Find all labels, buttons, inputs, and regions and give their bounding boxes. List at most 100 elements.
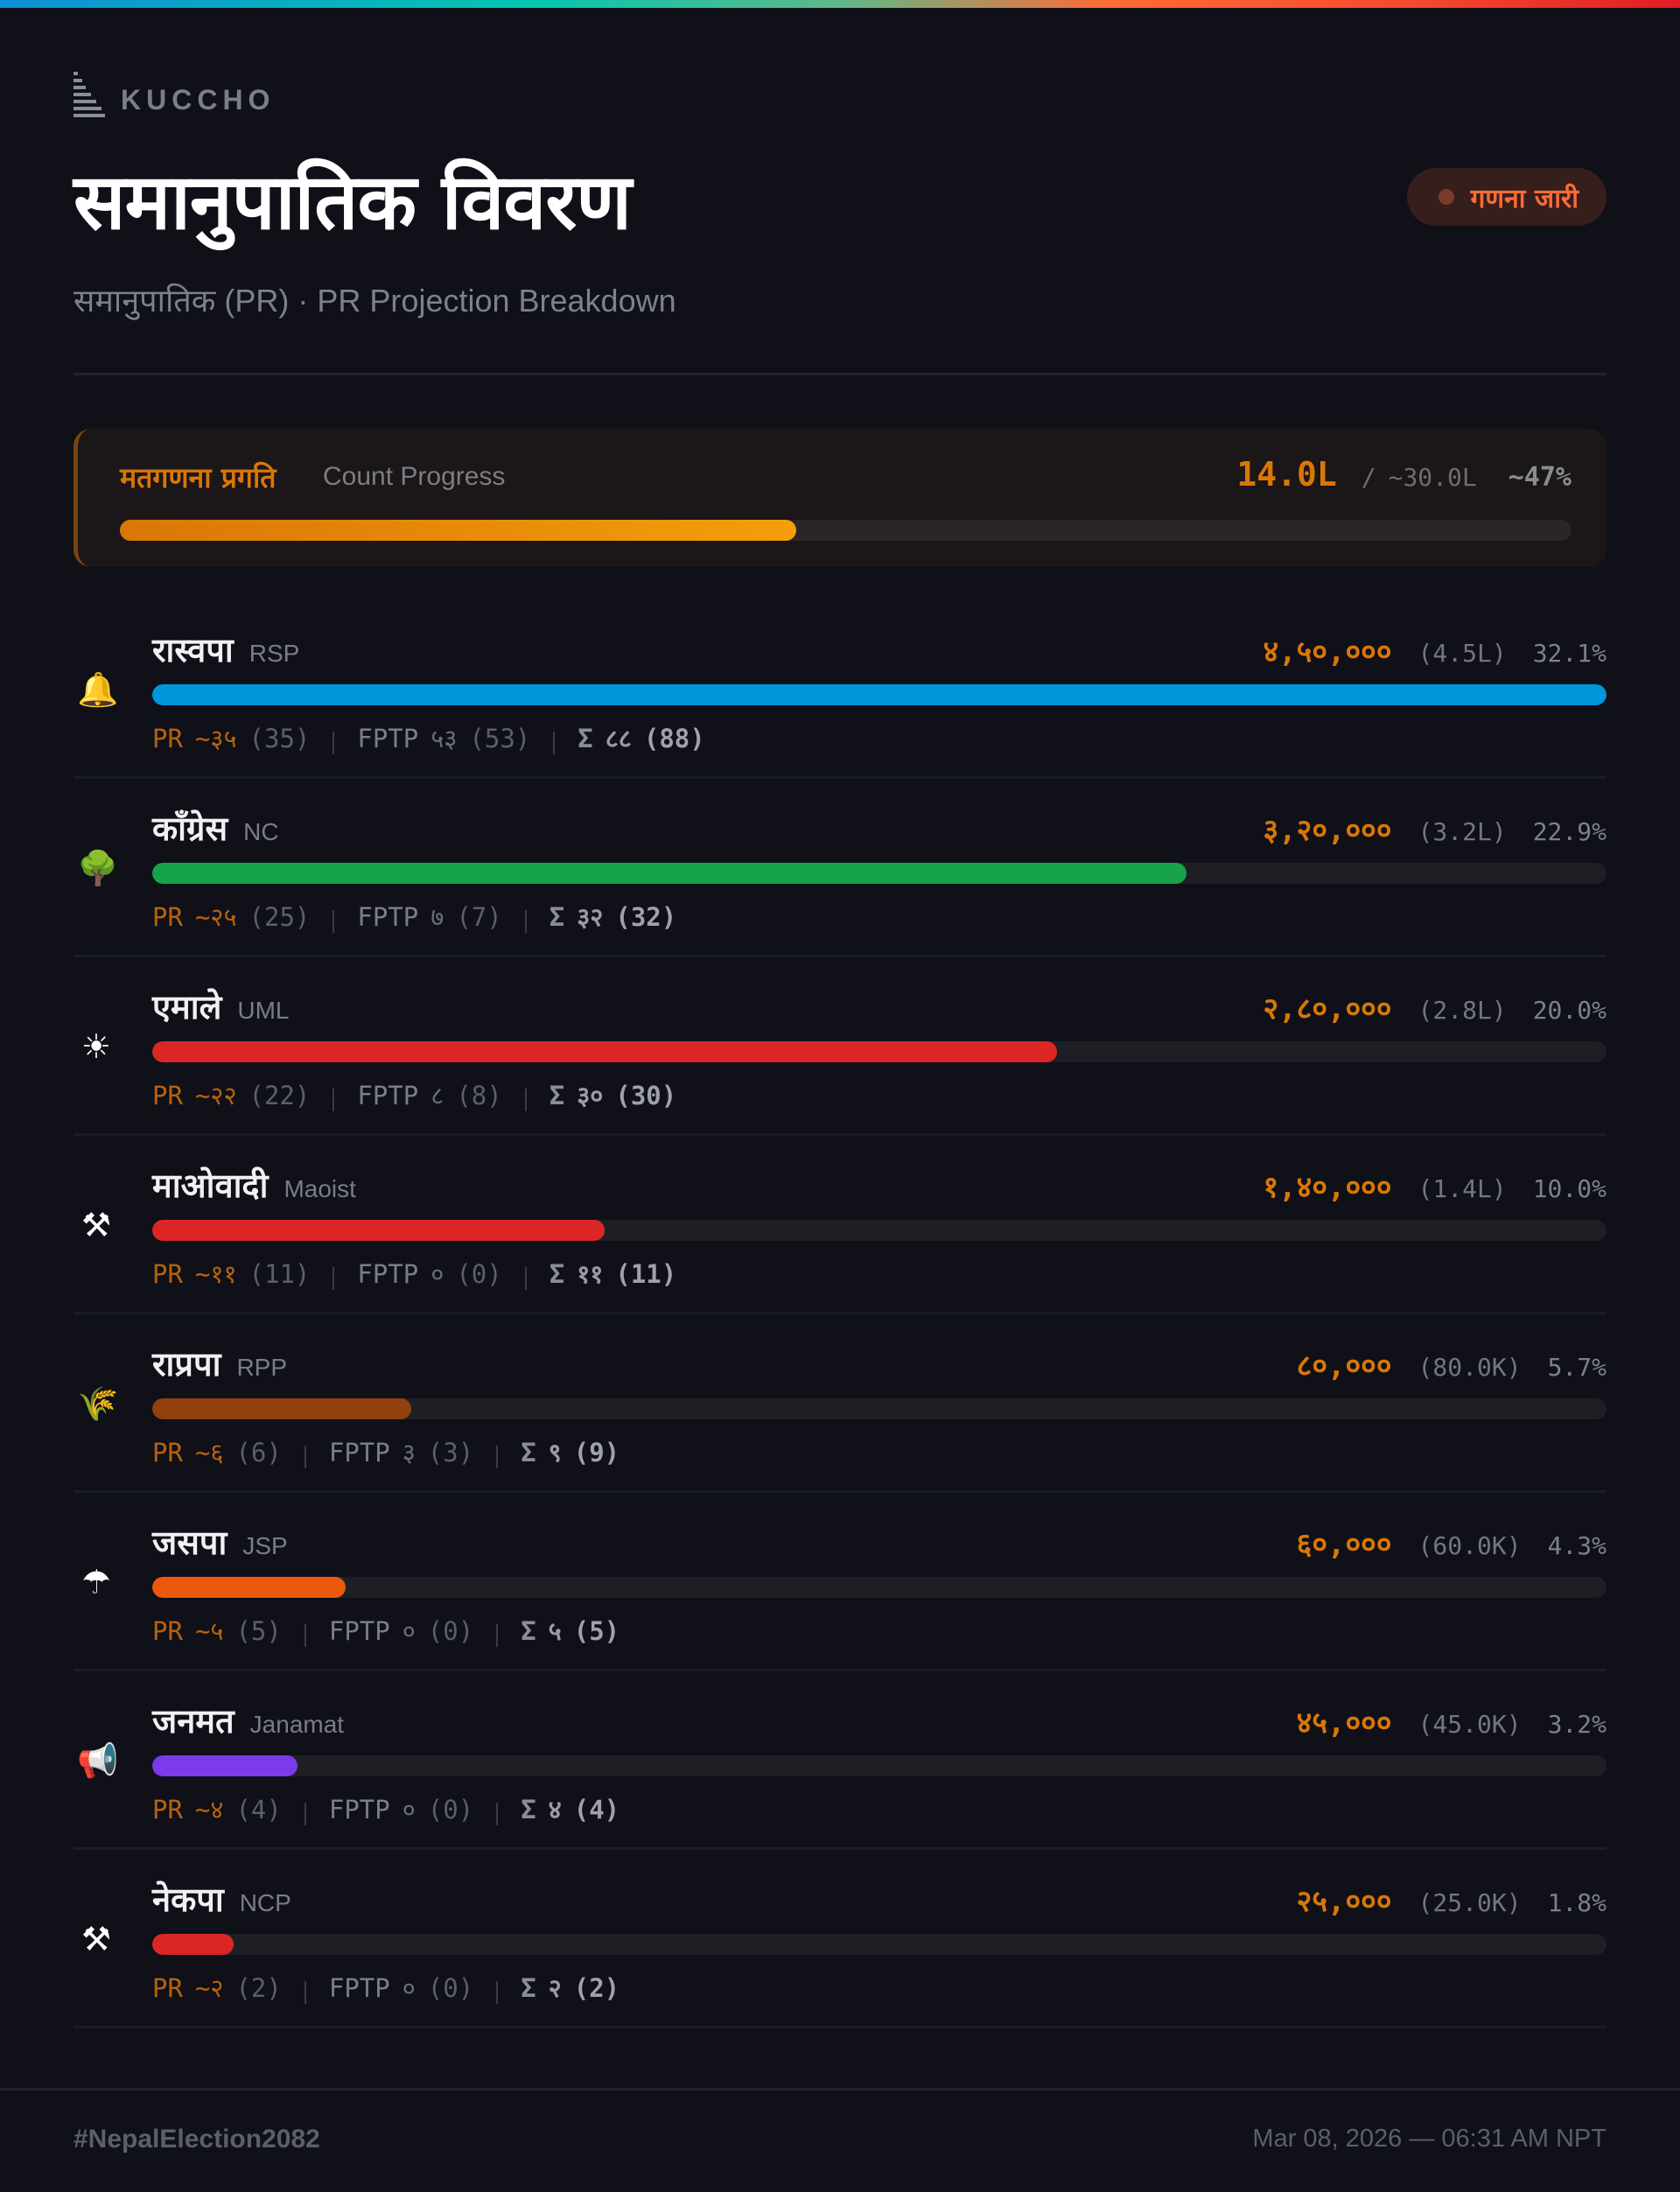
seat-breakdown: PR ~२२ (22) FPTP ८ (8) Σ ३० (30) <box>152 1078 676 1112</box>
pr-seats-np: ~११ <box>194 1259 237 1289</box>
vote-bar-fill <box>152 1220 605 1241</box>
separator <box>332 1266 335 1290</box>
votes-short: (4.5L) <box>1418 639 1507 668</box>
party-row-uml: ☀ एमाले UML २,८०,००० (2.8L) 20.0% PR ~२२… <box>74 957 1606 1136</box>
seat-breakdown: PR ~२५ (25) FPTP ७ (7) Σ ३२ (32) <box>152 900 676 934</box>
sum-icon: Σ <box>521 1437 536 1467</box>
votes-np: ४५,००० <box>1296 1705 1392 1740</box>
pr-label: PR <box>152 1615 183 1646</box>
vote-bar-fill <box>152 1577 346 1598</box>
vote-share-percent: 4.3% <box>1547 1531 1606 1560</box>
megaphone-icon: 📢 <box>77 1741 119 1780</box>
pr-seats: (5) <box>235 1615 282 1646</box>
brand: KUCCHO <box>74 72 275 117</box>
total-seats-np: ११ <box>577 1259 604 1289</box>
sum-icon: Σ <box>521 1615 536 1646</box>
fptp-label: FPTP <box>357 1258 419 1289</box>
party-name: एमाले UML <box>152 984 289 1029</box>
separator <box>332 1088 335 1111</box>
total-seats-np: ३० <box>577 1081 604 1110</box>
party-row-jsp: ☂ जसपा JSP ६०,००० (60.0K) 4.3% PR ~५ (5)… <box>74 1493 1606 1671</box>
total-seats: (88) <box>643 723 705 753</box>
pr-seats-np: ~६ <box>194 1438 224 1467</box>
separator <box>332 731 335 754</box>
fptp-seats: (0) <box>427 1794 474 1824</box>
top-gradient-stripe <box>0 0 1680 8</box>
total-seats-np: ४ <box>548 1795 562 1824</box>
party-votes: ६०,००० (60.0K) 4.3% <box>1297 1523 1606 1563</box>
pr-label: PR <box>152 901 183 932</box>
vote-share-percent: 20.0% <box>1532 996 1606 1025</box>
total-seats-np: ३२ <box>577 902 604 932</box>
rice-plant-icon: 🌾 <box>77 1384 119 1423</box>
vote-bar-track <box>152 1577 1606 1598</box>
page-subtitle: समानुपातिक (PR) · PR Projection Breakdow… <box>74 283 676 319</box>
vote-share-percent: 1.8% <box>1547 1888 1606 1917</box>
bell-icon: 🔔 <box>77 670 119 709</box>
sum-icon: Σ <box>521 1794 536 1824</box>
pr-seats-np: ~२ <box>194 1973 224 2003</box>
party-name: काँग्रेस NC <box>152 805 279 851</box>
pr-label: PR <box>152 1794 183 1824</box>
progress-values: 14.0L / ~30.0L ~47% <box>1236 455 1572 494</box>
hammer-pick-icon: ⚒ <box>80 1920 112 1958</box>
total-seats: (30) <box>615 1080 677 1110</box>
sum-icon: Σ <box>549 1080 565 1110</box>
vote-share-percent: 3.2% <box>1547 1710 1606 1739</box>
votes-short: (60.0K) <box>1418 1531 1522 1560</box>
fptp-seats: (0) <box>427 1972 474 2003</box>
page-title: समानुपातिक विवरण <box>74 157 632 247</box>
fptp-label: FPTP <box>357 901 419 932</box>
separator <box>496 1802 499 1825</box>
vote-bar-fill <box>152 1934 234 1955</box>
party-votes: २,८०,००० (2.8L) 20.0% <box>1264 987 1606 1027</box>
fptp-seats-np: ० <box>402 1795 416 1824</box>
votes-short: (2.8L) <box>1418 996 1507 1025</box>
party-votes: २५,००० (25.0K) 1.8% <box>1297 1880 1606 1920</box>
umbrella-icon: ☂ <box>80 1563 112 1601</box>
fptp-seats-np: ३ <box>402 1438 416 1467</box>
party-name-en: RSP <box>248 640 300 667</box>
pr-seats-np: ~२२ <box>194 1081 237 1110</box>
separator <box>304 1980 306 2004</box>
party-list: 🔔 रास्वपा RSP ४,५०,००० (4.5L) 32.1% PR ~… <box>74 600 1606 2028</box>
party-row-janamat: 📢 जनमत Janamat ४५,००० (45.0K) 3.2% PR ~४… <box>74 1671 1606 1850</box>
pr-seats-np: ~५ <box>194 1616 224 1646</box>
vote-bar-fill <box>152 1755 298 1776</box>
total-seats-np: २ <box>548 1973 562 2003</box>
party-row-rpp: 🌾 राप्रपा RPP ८०,००० (80.0K) 5.7% PR ~६ … <box>74 1314 1606 1493</box>
pr-seats: (22) <box>248 1080 311 1110</box>
footer-timestamp: Mar 08, 2026 — 06:31 AM NPT <box>1252 2125 1606 2153</box>
party-votes: ८०,००० (80.0K) 5.7% <box>1297 1344 1606 1384</box>
brand-name: KUCCHO <box>121 83 276 116</box>
party-name-en: UML <box>237 997 290 1024</box>
total-seats: (11) <box>615 1258 677 1289</box>
party-name-en: NC <box>243 818 279 845</box>
fptp-seats: (8) <box>456 1080 502 1110</box>
votes-np: ८०,००० <box>1296 1348 1392 1383</box>
pr-seats-np: ~४ <box>194 1795 224 1824</box>
vote-share-percent: 32.1% <box>1532 639 1606 668</box>
vote-bar-fill <box>152 1041 1057 1062</box>
vote-bar-fill <box>152 863 1186 884</box>
party-row-ncp: ⚒ नेकपा NCP २५,००० (25.0K) 1.8% PR ~२ (2… <box>74 1850 1606 2028</box>
fptp-seats-np: ० <box>430 1259 444 1289</box>
live-dot-icon <box>1438 189 1455 205</box>
party-name: जसपा JSP <box>152 1519 288 1565</box>
vote-share-percent: 10.0% <box>1532 1174 1606 1203</box>
fptp-label: FPTP <box>328 1794 390 1824</box>
fptp-label: FPTP <box>328 1972 390 2003</box>
party-name-en: Maoist <box>284 1175 356 1202</box>
party-name-en: RPP <box>236 1354 288 1381</box>
fptp-seats: (3) <box>427 1437 474 1467</box>
votes-short: (1.4L) <box>1418 1174 1507 1203</box>
total-seats: (9) <box>573 1437 620 1467</box>
separator <box>496 1980 499 2004</box>
votes-np: ६०,००० <box>1296 1527 1392 1562</box>
party-row-nc: 🌳 काँग्रेस NC ३,२०,००० (3.2L) 22.9% PR ~… <box>74 779 1606 957</box>
pr-label: PR <box>152 1437 183 1467</box>
party-name-np: माओवादी <box>152 1166 269 1205</box>
pr-label: PR <box>152 1972 183 2003</box>
fptp-seats: (0) <box>427 1615 474 1646</box>
progress-label-en: Count Progress <box>323 462 506 491</box>
